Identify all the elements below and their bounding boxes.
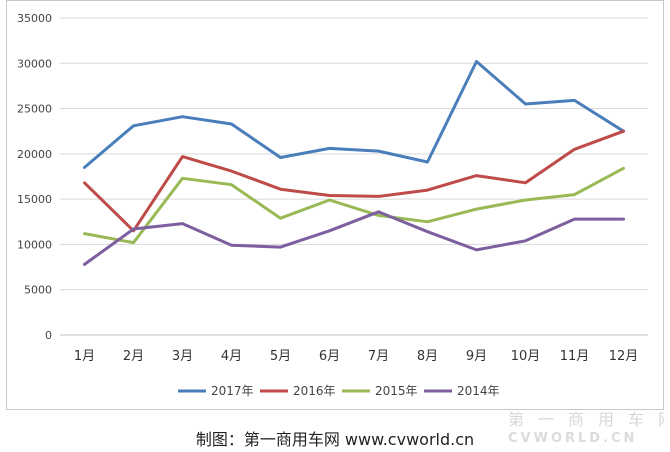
legend-label: 2017年 xyxy=(211,384,254,398)
x-tick-label: 1月 xyxy=(74,349,95,364)
x-tick-label: 12月 xyxy=(609,349,639,364)
x-axis-ticks: 1月 2月 3月 4月 5月 6月 7月 8月 9月 10月 11月 12月 xyxy=(74,349,638,364)
series-line-2014年 xyxy=(83,210,625,266)
y-tick-label: 25000 xyxy=(17,103,52,116)
y-tick-label: 15000 xyxy=(17,193,52,206)
x-tick-label: 9月 xyxy=(466,349,487,364)
x-tick-label: 6月 xyxy=(319,349,340,364)
series-line-2016年 xyxy=(83,129,625,233)
series-line-2015年 xyxy=(83,166,625,245)
legend-label: 2014年 xyxy=(457,384,500,398)
chart-frame xyxy=(6,0,664,410)
x-tick-label: 3月 xyxy=(172,349,193,364)
legend-label: 2015年 xyxy=(375,384,418,398)
series-line-2017年 xyxy=(83,60,625,169)
y-tick-label: 0 xyxy=(45,329,52,342)
y-tick-label: 30000 xyxy=(17,57,52,70)
y-tick-label: 10000 xyxy=(17,238,52,251)
watermark-logo: 第一商用车网 CVWORLD.CN xyxy=(508,410,664,446)
x-tick-label: 10月 xyxy=(511,349,541,364)
x-tick-label: 4月 xyxy=(221,349,242,364)
gridlines xyxy=(60,17,648,336)
x-tick-label: 7月 xyxy=(368,349,389,364)
series-lines xyxy=(83,60,625,266)
x-tick-label: 2月 xyxy=(123,349,144,364)
y-tick-label: 20000 xyxy=(17,148,52,161)
x-tick-label: 11月 xyxy=(560,349,590,364)
y-axis-ticks: 0 5000 10000 15000 20000 25000 30000 35000 xyxy=(17,12,52,342)
y-tick-label: 35000 xyxy=(17,12,52,25)
x-tick-label: 8月 xyxy=(417,349,438,364)
watermark-cn: 第一商用车网 xyxy=(508,410,664,429)
x-tick-label: 5月 xyxy=(270,349,291,364)
watermark-en: CVWORLD.CN xyxy=(508,431,637,446)
chart-caption: 制图：第一商用车网 www.cvworld.cn xyxy=(195,430,475,449)
y-tick-label: 5000 xyxy=(24,284,52,297)
legend: 2017年 2016年 2015年 2014年 xyxy=(178,384,500,398)
legend-label: 2016年 xyxy=(293,384,336,398)
